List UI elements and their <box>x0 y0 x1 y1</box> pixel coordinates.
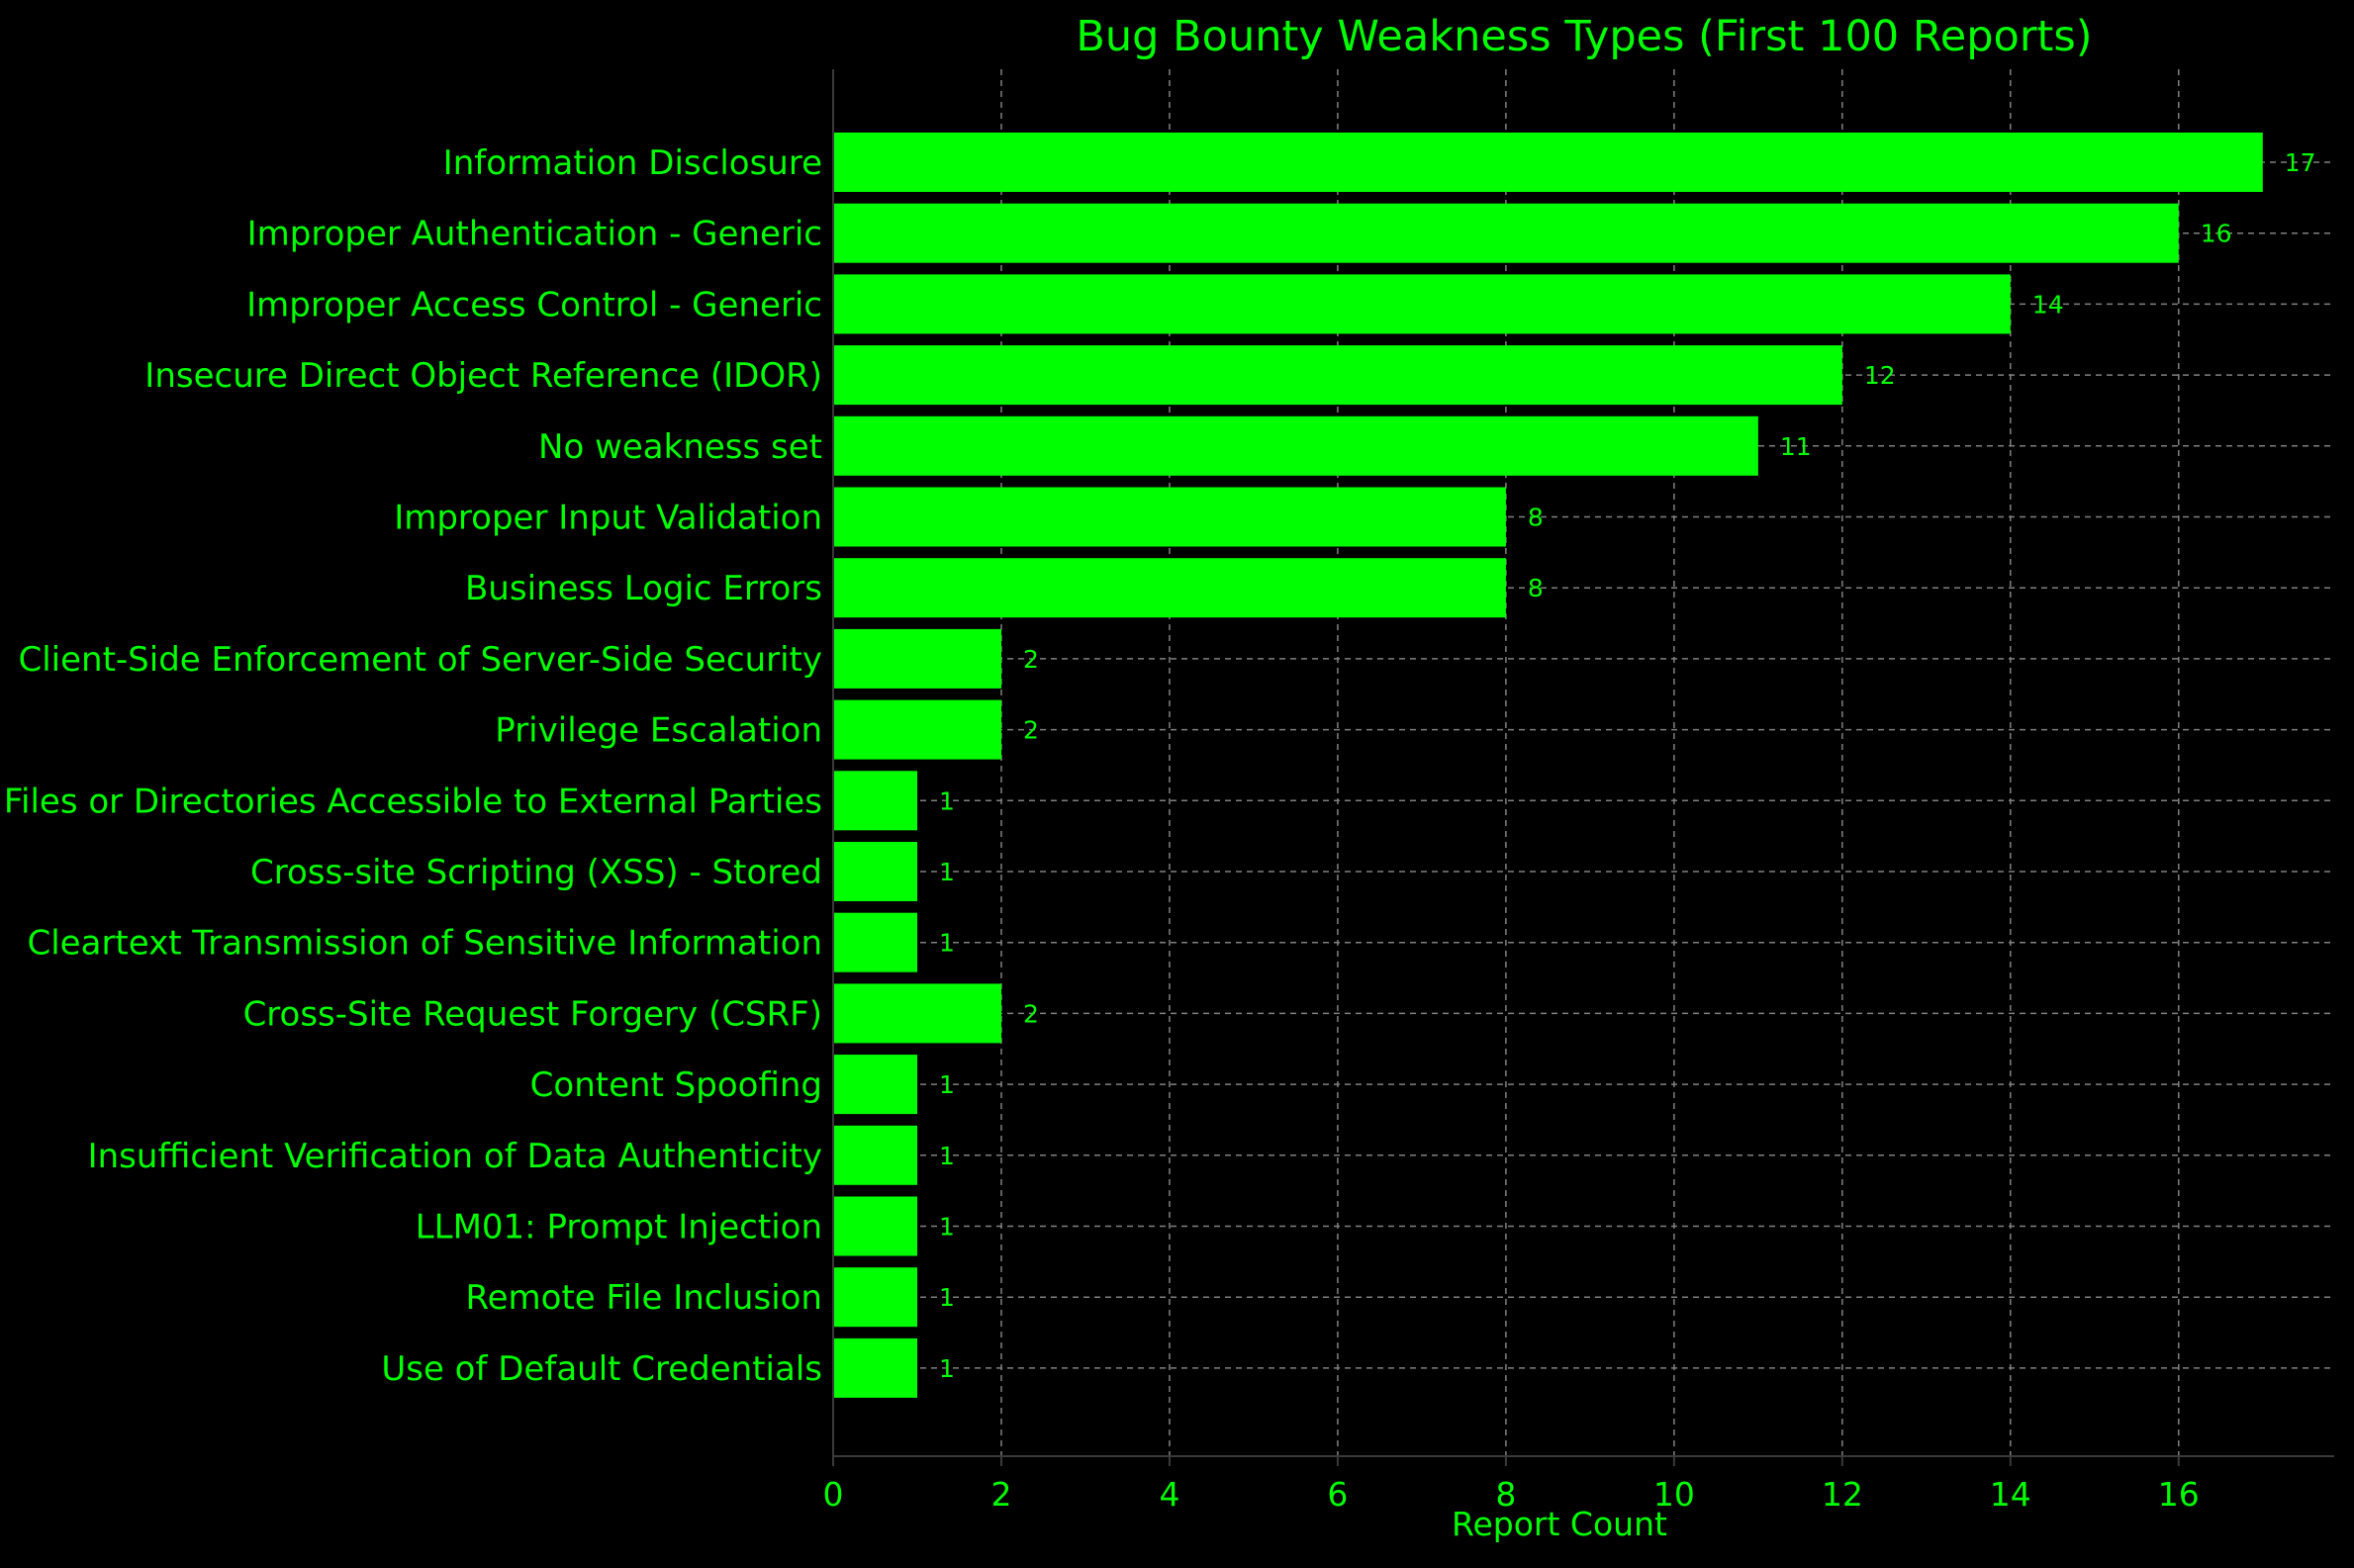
category-label: Insufficient Verification of Data Authen… <box>88 1137 822 1176</box>
bar <box>833 133 2263 192</box>
data-label: 1 <box>939 1213 955 1242</box>
category-label: Use of Default Credentials <box>381 1349 822 1389</box>
bar <box>833 1267 917 1328</box>
bar <box>833 771 917 831</box>
data-label: 1 <box>939 1354 955 1383</box>
x-axis-title: Report Count <box>1452 1505 1667 1543</box>
x-tick-label: 12 <box>1822 1475 1863 1514</box>
category-label: LLM01: Prompt Injection <box>416 1208 822 1247</box>
x-tick-label: 0 <box>823 1475 844 1514</box>
data-label: 12 <box>1864 361 1896 390</box>
data-label: 1 <box>939 786 955 815</box>
data-label: 1 <box>939 1283 955 1312</box>
category-label: Cross-site Scripting (XSS) - Stored <box>250 853 822 892</box>
axes <box>832 69 2334 1457</box>
data-label: 2 <box>1023 645 1039 674</box>
data-label: 14 <box>2032 290 2064 319</box>
data-label: 1 <box>939 1070 955 1099</box>
bar <box>833 983 1001 1044</box>
category-label: Improper Authentication - Generic <box>247 215 822 254</box>
bar <box>833 1196 917 1256</box>
data-label: 1 <box>939 858 955 886</box>
category-label: Files or Directories Accessible to Exter… <box>4 782 822 821</box>
x-tick-label: 16 <box>2158 1475 2200 1514</box>
data-label: 17 <box>2285 148 2316 177</box>
bars <box>833 133 2263 1398</box>
x-tick-label: 10 <box>1653 1475 1695 1514</box>
x-tick-label: 4 <box>1159 1475 1179 1514</box>
bar <box>833 842 917 901</box>
category-label: Improper Access Control - Generic <box>246 285 822 324</box>
data-label: 8 <box>1528 504 1544 532</box>
bar <box>833 487 1506 547</box>
bar <box>833 558 1506 618</box>
x-tick-label: 14 <box>1990 1475 2031 1514</box>
bar <box>833 1125 917 1185</box>
bar <box>833 912 917 972</box>
data-label: 2 <box>1023 716 1039 745</box>
category-label: Cleartext Transmission of Sensitive Info… <box>28 924 823 964</box>
data-label: 1 <box>939 1142 955 1170</box>
x-tick-label: 8 <box>1495 1475 1516 1514</box>
x-tick-label: 6 <box>1327 1475 1348 1514</box>
bar <box>833 1055 917 1115</box>
category-label: Privilege Escalation <box>495 711 822 751</box>
bar <box>833 1337 917 1398</box>
data-label: 11 <box>1780 432 1812 461</box>
category-labels: Information Disclosure Improper Authentic… <box>4 143 822 1389</box>
bar <box>833 203 2179 263</box>
category-label: Information Disclosure <box>443 143 822 183</box>
category-label: Content Spoofing <box>530 1065 822 1105</box>
x-tick-labels: 0 2 4 6 8 10 12 14 16 <box>823 1456 2200 1514</box>
bar <box>833 345 1842 406</box>
category-label: Client-Side Enforcement of Server-Side S… <box>18 640 822 680</box>
data-label: 1 <box>939 929 955 958</box>
data-label: 16 <box>2201 220 2232 248</box>
category-label: Business Logic Errors <box>465 569 822 608</box>
bar <box>833 699 1001 760</box>
category-label: No weakness set <box>538 427 822 467</box>
bar <box>833 274 2011 334</box>
category-label: Cross-Site Request Forgery (CSRF) <box>243 994 822 1034</box>
bar <box>833 628 1001 689</box>
category-label: Insecure Direct Object Reference (IDOR) <box>144 356 822 396</box>
data-label: 2 <box>1023 999 1039 1028</box>
chart-title: Bug Bounty Weakness Types (First 100 Rep… <box>1076 12 2092 61</box>
data-label: 8 <box>1528 574 1544 602</box>
bar <box>833 415 1758 476</box>
category-label: Remote File Inclusion <box>466 1278 822 1318</box>
x-tick-label: 2 <box>990 1475 1011 1514</box>
category-label: Improper Input Validation <box>394 499 822 538</box>
